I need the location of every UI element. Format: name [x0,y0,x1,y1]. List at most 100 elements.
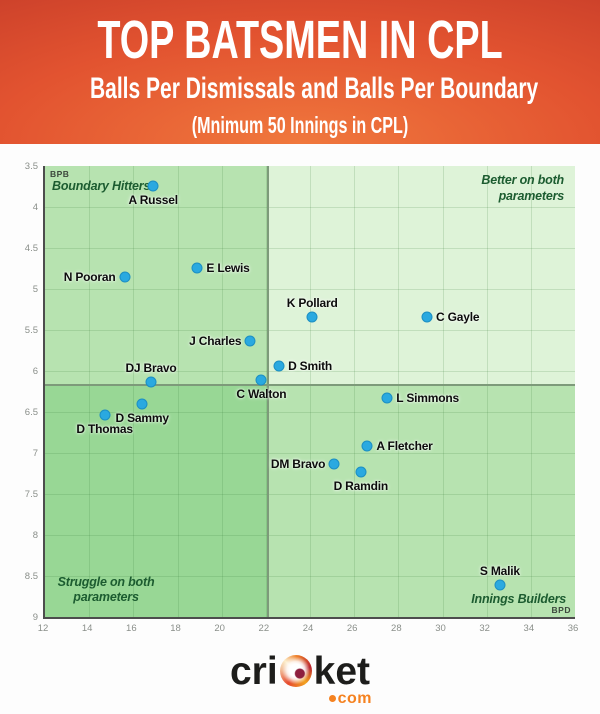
x-axis-tick-label: 16 [126,623,137,634]
data-point-label: E Lewis [206,260,250,275]
gridline [45,330,575,331]
x-axis-tick-label: 24 [302,623,314,634]
x-axis-tick-label: 12 [37,623,49,634]
data-point-label: D Smith [288,359,333,374]
data-point [273,360,285,372]
data-point-label: C Walton [236,387,287,402]
data-point [136,398,148,410]
data-point-label: D Ramdin [333,478,389,493]
data-point [381,392,393,404]
gridline [133,166,135,617]
x-axis-tick-label: 32 [479,623,490,634]
data-point-label: DJ Bravo [125,360,177,375]
quadrant-divider-horizontal [45,383,575,386]
header-banner: TOP BATSMEN IN CPL Balls Per Dismissals … [0,0,600,144]
y-axis-tick-label: 6.5 [24,407,38,418]
y-axis-tick-label: 7.5 [24,489,38,500]
data-point [494,579,506,591]
gridline [45,412,575,413]
data-point [191,262,203,274]
gridline [486,166,488,617]
gridline [45,207,575,208]
quadrant-label-struggle-on-both: Struggle on both parameters [57,574,155,605]
y-axis-tick-label: 9 [32,612,38,623]
x-axis-tick-label: 18 [170,623,181,634]
data-point [255,374,267,386]
quadrant-bottom-right [268,384,575,617]
y-axis-tick-label: 7 [32,448,38,459]
logo-text-left: cri [229,649,278,693]
page-title: TOP BATSMEN IN CPL [97,10,503,70]
gridline [45,371,575,372]
data-point [99,409,111,421]
y-axis-tick-label: 8.5 [24,571,38,582]
cricket-ball-icon [279,655,312,687]
gridline [310,166,311,617]
data-point [361,440,373,452]
y-axis-tick-label: 8 [32,530,38,541]
gridline [221,166,223,617]
gridline [45,494,575,495]
page-note: (Mnimum 50 Innings in CPL) [191,112,409,138]
data-point [145,376,157,388]
quadrant-top-left [45,166,269,385]
page-subtitle: Balls Per Dismissals and Balls Per Bound… [90,72,539,105]
data-point-label: L Simmons [396,391,459,406]
x-axis-tick-label: 30 [435,623,446,634]
data-point-label: A Fletcher [376,439,433,454]
gridline [265,166,267,617]
data-point [244,335,256,347]
y-axis-tick-label: 4 [32,202,38,213]
cricket-logo: cri ket com [229,649,372,707]
plot-area: BPB BPD Boundary Hitters Better on both … [43,166,575,619]
y-axis-title: BPB [50,169,70,179]
data-point-label: DM Bravo [270,456,326,471]
data-point [147,180,159,192]
gridline [45,453,575,454]
data-point-label: D Sammy [115,410,169,425]
data-point-label: D Thomas [76,422,133,437]
gridline [354,166,356,617]
gridline [530,166,532,617]
x-axis-tick-label: 28 [391,623,402,634]
x-axis-tick-label: 22 [258,623,270,634]
data-point-label: K Pollard [286,295,338,310]
data-point-label: S Malik [479,564,520,579]
quadrant-label-innings-builders: Innings Builders [471,592,566,607]
x-axis-title: BPD [551,605,571,615]
gridline [89,166,91,617]
data-point-label: J Charles [189,334,242,349]
orange-dot-icon [328,694,336,702]
y-axis-tick-label: 5.5 [24,325,38,336]
x-axis-tick-label: 14 [81,623,93,634]
y-axis-tick-label: 5 [32,284,38,295]
logo-domain-text: com [337,689,373,707]
data-point-label: A Russel [128,192,179,207]
gridline [177,166,179,617]
data-point [421,311,433,323]
gridline [45,289,575,290]
x-axis-tick-label: 36 [567,623,579,634]
footer: cri ket com [0,640,600,714]
quadrant-bottom-left [45,384,269,617]
logo-domain: com [328,689,373,707]
x-axis-tick-label: 34 [523,623,535,634]
gridline [45,248,575,249]
scatter-chart: BPB BPD Boundary Hitters Better on both … [0,144,600,640]
x-axis-tick-label: 20 [214,623,225,634]
quadrant-top-right [268,166,575,385]
data-point [119,271,130,283]
data-point-label: N Pooran [63,269,116,284]
y-axis-tick-label: 6 [32,366,38,377]
y-axis-tick-label: 4.5 [24,243,38,254]
gridline [442,166,444,617]
quadrant-divider-vertical [267,166,270,617]
gridline [398,166,400,617]
data-point [328,458,340,470]
logo-text-right: ket [313,649,371,693]
quadrant-label-better-on-both: Better on both parameters [481,173,564,203]
gridline [45,535,575,536]
gridline [45,576,575,577]
data-point [306,311,318,323]
